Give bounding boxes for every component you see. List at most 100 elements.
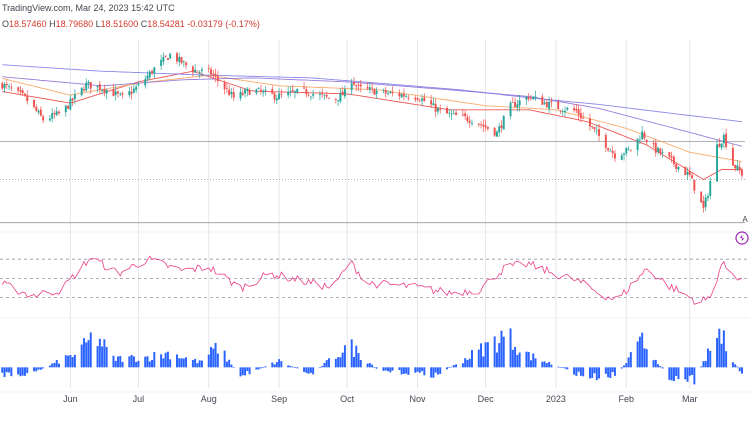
candle-body (275, 98, 278, 101)
histogram-bar (532, 353, 535, 368)
source-text: TradingView.com, Mar 24, 2023 15:42 UTC (2, 3, 175, 13)
histogram-bar (307, 367, 310, 374)
histogram-bar (432, 367, 435, 378)
candle-body (10, 87, 13, 89)
candle-body (366, 87, 369, 89)
histogram-bar (273, 364, 276, 368)
histogram-bar (716, 337, 719, 368)
histogram-bar (105, 346, 108, 368)
candle-body (577, 109, 580, 115)
rsi-line (1, 255, 743, 305)
candle-body (709, 181, 712, 196)
candle-body (511, 101, 514, 103)
histogram-bar (96, 346, 99, 368)
candle-body (146, 75, 149, 80)
candle-body (178, 56, 181, 62)
histogram-bar (573, 367, 576, 375)
histogram-bar (468, 358, 471, 368)
histogram-bar (511, 349, 514, 368)
histogram-bar (271, 362, 274, 368)
price-axis-marker-letter: A (742, 215, 748, 224)
histogram-bar (246, 367, 249, 372)
candle-body (69, 98, 72, 110)
candle-body (350, 83, 353, 91)
candle-body (39, 109, 42, 116)
histogram-bar (706, 348, 709, 368)
candle-body (672, 156, 675, 165)
candle-body (214, 73, 217, 77)
histogram-bar (341, 352, 344, 368)
candle-body (73, 94, 76, 100)
histogram-bar (495, 352, 498, 368)
histogram-bar (255, 367, 258, 370)
histogram-bar (684, 367, 687, 380)
histogram-bar (559, 367, 562, 368)
candle-body (534, 96, 537, 98)
histogram-bar (480, 343, 483, 368)
candle-body (500, 125, 503, 129)
histogram-bar (575, 367, 578, 376)
histogram-bar (518, 352, 521, 368)
histogram-bar (210, 346, 213, 368)
histogram-bar (609, 367, 612, 379)
candle-body (439, 109, 442, 111)
histogram-bar (613, 367, 616, 376)
candle-body (35, 106, 38, 112)
histogram-bar (185, 357, 188, 368)
histogram-bar (566, 367, 569, 370)
histogram-bar (654, 359, 657, 368)
histogram-bar (414, 367, 417, 373)
candle-body (691, 175, 694, 179)
histogram-bar (146, 356, 149, 368)
histogram-bar (691, 367, 694, 375)
candle-body (248, 90, 251, 95)
histogram-bar (514, 346, 517, 368)
histogram-pane (1, 328, 743, 385)
candle-body (623, 153, 625, 155)
histogram-bar (593, 367, 596, 374)
histogram-bar (51, 363, 54, 368)
candle-body (677, 167, 680, 170)
candle-body (416, 98, 419, 100)
candle-body (434, 103, 437, 112)
candle-body (722, 134, 725, 144)
candle-body (71, 98, 74, 101)
candle-body (595, 130, 598, 132)
candle-body (593, 127, 596, 130)
histogram-bar (645, 349, 648, 368)
candle-body (620, 155, 623, 160)
candle-body (706, 196, 709, 199)
candle-body (232, 92, 235, 98)
candle-body (200, 69, 203, 71)
candle-body (486, 126, 489, 129)
ohlc-readout: O18.57460 H18.79680 L18.51600 C18.54281 … (2, 19, 260, 29)
histogram-bar (611, 367, 614, 373)
histogram-bar (661, 367, 664, 369)
histogram-bar (638, 336, 641, 368)
histogram-bar (398, 367, 401, 370)
rsi-pane (0, 255, 750, 305)
candle-body (273, 93, 276, 100)
candle-body (564, 110, 566, 113)
candle-body (357, 85, 360, 87)
candle-body (384, 90, 387, 94)
histogram-bar (670, 367, 673, 381)
candle-body (627, 148, 630, 150)
histogram-bar (643, 348, 646, 368)
histogram-bar (39, 367, 42, 370)
candle-body (64, 105, 67, 112)
candle-body (198, 71, 201, 73)
candle-body (432, 103, 435, 106)
candle-body (114, 91, 117, 95)
series-line-sma_long (2, 64, 743, 123)
histogram-bar (223, 350, 226, 368)
candle-body (373, 89, 376, 95)
histogram-bar (709, 350, 712, 368)
histogram-bar (579, 367, 582, 376)
candle-body (421, 98, 424, 101)
open-value: 18.57460 (9, 19, 47, 29)
candle-body (430, 100, 433, 105)
candle-body (509, 102, 512, 117)
